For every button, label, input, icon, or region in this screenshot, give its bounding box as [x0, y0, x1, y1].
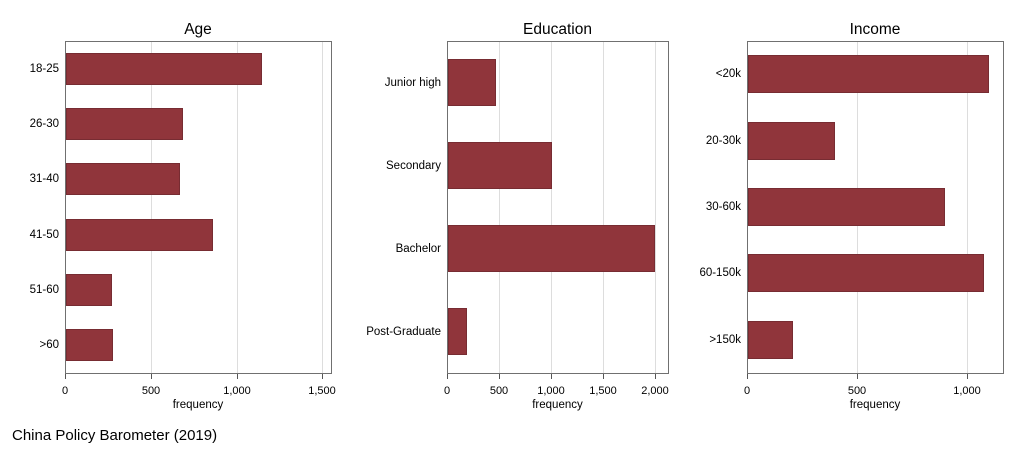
gridline-income-1000	[967, 41, 968, 373]
bar-education-1	[448, 142, 552, 189]
category-label-income-2: 30-60k	[705, 201, 741, 213]
bar-age-0	[66, 53, 262, 85]
x-tick-income-1000	[967, 374, 968, 379]
x-tick-label-age-1500: 1,500	[308, 385, 336, 397]
x-tick-education-0	[447, 374, 448, 379]
x-tick-education-500	[499, 374, 500, 379]
x-tick-label-income-1000: 1,000	[953, 385, 981, 397]
gridline-education-2000	[655, 41, 656, 373]
source-caption: China Policy Barometer (2019)	[12, 427, 218, 444]
category-label-income-3: 60-150k	[699, 267, 741, 279]
bar-income-3	[748, 254, 984, 292]
x-tick-age-1500	[322, 374, 323, 379]
category-label-age-4: 51-60	[29, 284, 59, 296]
x-tick-age-500	[151, 374, 152, 379]
x-axis-label-age: frequency	[172, 399, 224, 411]
bar-income-4	[748, 321, 793, 359]
category-label-education-1: Secondary	[386, 160, 441, 172]
category-label-education-2: Bachelor	[395, 243, 441, 255]
bar-age-3	[66, 219, 213, 251]
chart-title-age: Age	[184, 21, 212, 38]
gridline-age-1500	[322, 41, 323, 373]
bar-age-2	[66, 163, 180, 195]
x-tick-label-age-0: 0	[61, 385, 69, 397]
x-tick-income-0	[747, 374, 748, 379]
category-label-education-0: Junior high	[384, 77, 441, 89]
plot-border-income	[747, 41, 1004, 374]
bar-income-1	[748, 122, 835, 160]
plot-area-age	[65, 41, 331, 373]
x-tick-label-age-500: 500	[141, 385, 161, 397]
x-tick-label-education-0: 0	[443, 385, 451, 397]
chart-title-education: Education	[523, 21, 592, 38]
x-tick-education-1500	[603, 374, 604, 379]
x-tick-label-education-500: 500	[489, 385, 509, 397]
x-axis-label-education: frequency	[532, 399, 583, 411]
x-tick-label-education-1500: 1,500	[589, 385, 617, 397]
category-label-age-1: 26-30	[29, 118, 59, 130]
bar-income-2	[748, 188, 945, 226]
category-label-age-5: >60	[39, 339, 59, 351]
bar-age-4	[66, 274, 112, 306]
bar-education-3	[448, 308, 467, 355]
x-tick-label-education-2000: 2,000	[641, 385, 669, 397]
plot-border-education	[447, 41, 669, 374]
bar-education-0	[448, 59, 496, 106]
x-axis-label-income: frequency	[849, 399, 901, 411]
gridline-age-500	[151, 41, 152, 373]
x-tick-age-0	[65, 374, 66, 379]
bar-education-2	[448, 225, 655, 272]
x-tick-label-age-1000: 1,000	[223, 385, 251, 397]
x-tick-income-500	[857, 374, 858, 379]
x-tick-age-1000	[237, 374, 238, 379]
bar-income-0	[748, 55, 989, 93]
x-tick-label-education-1000: 1,000	[537, 385, 565, 397]
chart-title-income: Income	[849, 21, 901, 38]
category-label-income-0: <20k	[715, 68, 741, 80]
bar-age-1	[66, 108, 183, 140]
category-label-income-4: >150k	[709, 334, 741, 346]
x-tick-education-1000	[551, 374, 552, 379]
bar-age-5	[66, 329, 113, 361]
category-label-age-0: 18-25	[29, 63, 59, 75]
category-label-age-3: 41-50	[29, 229, 59, 241]
x-tick-label-income-0: 0	[743, 385, 751, 397]
category-label-age-2: 31-40	[29, 173, 59, 185]
plot-border-age	[65, 41, 332, 374]
category-label-income-1: 20-30k	[705, 135, 741, 147]
gridline-education-500	[499, 41, 500, 373]
gridline-education-1000	[551, 41, 552, 373]
category-label-education-3: Post-Graduate	[366, 326, 441, 338]
x-tick-education-2000	[655, 374, 656, 379]
gridline-age-1000	[237, 41, 238, 373]
gridline-education-1500	[603, 41, 604, 373]
x-tick-label-income-500: 500	[847, 385, 867, 397]
